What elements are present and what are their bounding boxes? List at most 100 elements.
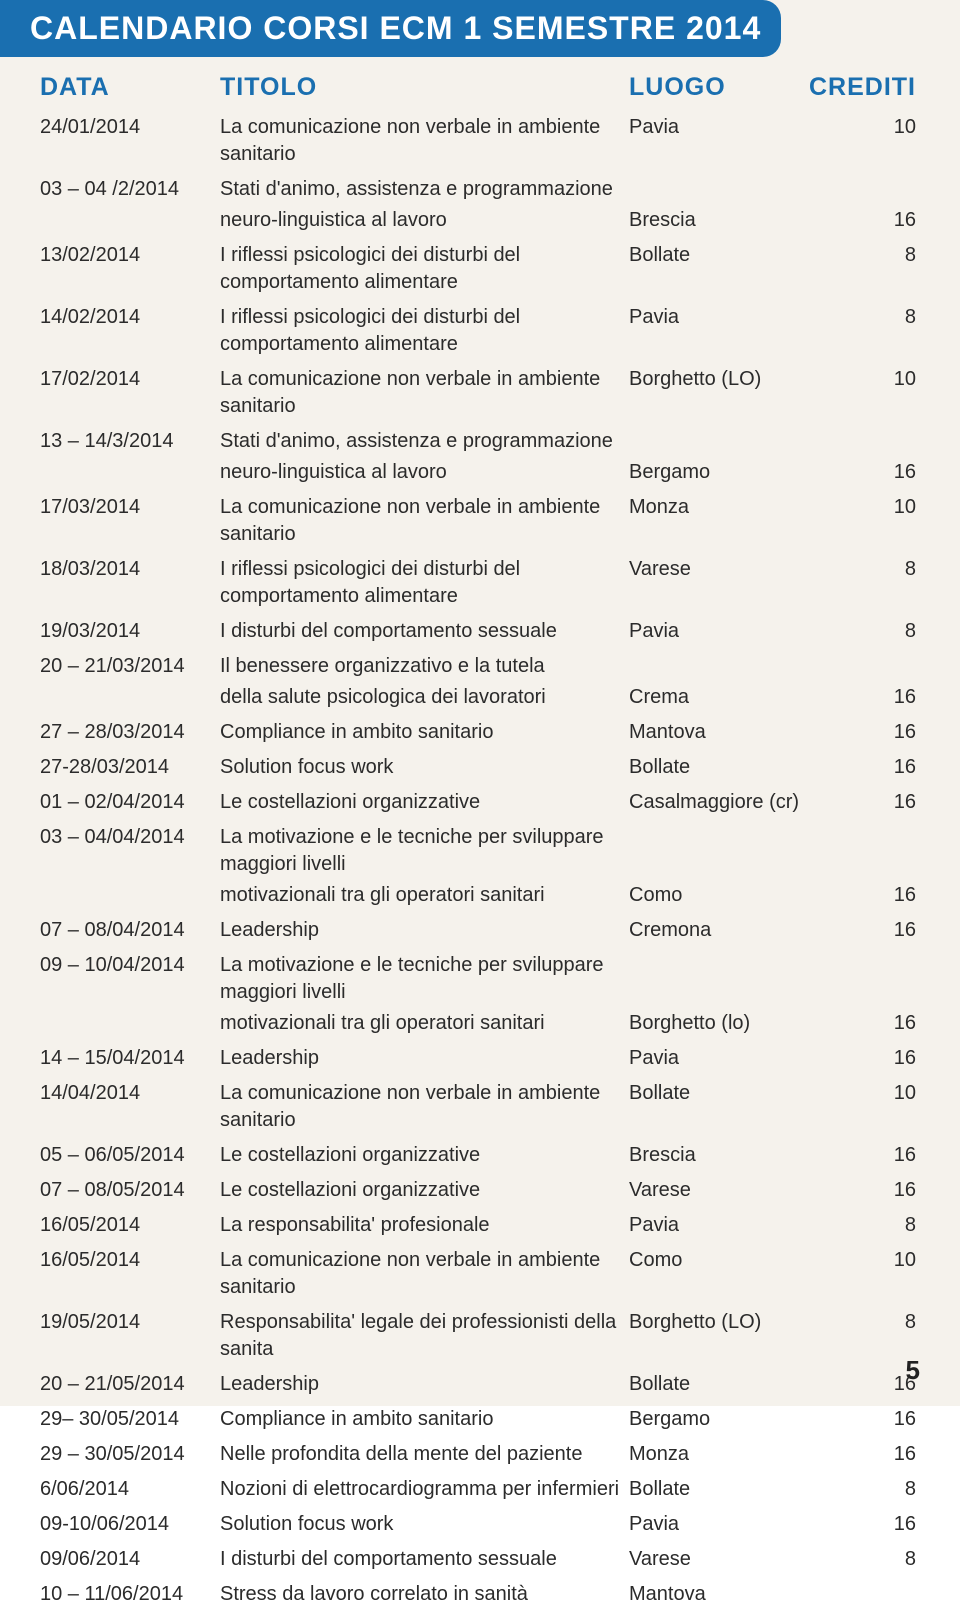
cell-data: 09-10/06/2014	[36, 1507, 216, 1542]
cell-titolo2: motivazionali tra gli operatori sanitari	[216, 882, 625, 913]
cell-data	[36, 459, 216, 490]
cell-data: 09 – 10/04/2014	[36, 948, 216, 1010]
cell-luogo: Pavia	[625, 1041, 805, 1076]
header-data: DATA	[36, 71, 216, 110]
cell-titolo: Nelle profondita della mente del pazient…	[216, 1437, 625, 1472]
table-row: 24/01/2014La comunicazione non verbale i…	[36, 110, 920, 172]
cell-titolo: Stati d'animo, assistenza e programmazio…	[216, 172, 625, 207]
cell-luogo: Crema	[625, 684, 805, 715]
cell-crediti: 8	[805, 238, 920, 300]
cell-titolo: I riflessi psicologici dei disturbi del …	[216, 300, 625, 362]
cell-titolo: Leadership	[216, 1367, 625, 1402]
cell-luogo	[625, 820, 805, 882]
table-row: 07 – 08/05/2014Le costellazioni organizz…	[36, 1173, 920, 1208]
table-row: 13/02/2014I riflessi psicologici dei dis…	[36, 238, 920, 300]
table-row: 09 – 10/04/2014La motivazione e le tecni…	[36, 948, 920, 1010]
cell-titolo2: neuro-linguistica al lavoro	[216, 459, 625, 490]
cell-luogo	[625, 948, 805, 1010]
cell-titolo: I riflessi psicologici dei disturbi del …	[216, 238, 625, 300]
table-row: 6/06/2014Nozioni di elettrocardiogramma …	[36, 1472, 920, 1507]
cell-crediti	[805, 948, 920, 1010]
cell-data: 14/02/2014	[36, 300, 216, 362]
cell-luogo: Borghetto (LO)	[625, 1305, 805, 1367]
cell-crediti: 8	[805, 552, 920, 614]
cell-crediti: 16	[805, 1173, 920, 1208]
cell-data: 24/01/2014	[36, 110, 216, 172]
cell-luogo: Bergamo	[625, 459, 805, 490]
page: CALENDARIO CORSI ECM 1 SEMESTRE 2014 DAT…	[0, 0, 960, 1406]
cell-luogo: Pavia	[625, 300, 805, 362]
cell-crediti	[805, 1577, 920, 1612]
table-row: 10 – 11/06/2014Stress da lavoro correlat…	[36, 1577, 920, 1612]
content-area: DATA TITOLO LUOGO CREDITI 24/01/2014La c…	[0, 71, 920, 1612]
cell-data: 14/04/2014	[36, 1076, 216, 1138]
cell-titolo: Compliance in ambito sanitario	[216, 715, 625, 750]
cell-crediti: 16	[805, 1507, 920, 1542]
table-row: 19/03/2014I disturbi del comportamento s…	[36, 614, 920, 649]
cell-titolo: Stress da lavoro correlato in sanità	[216, 1577, 625, 1612]
cell-crediti: 10	[805, 1243, 920, 1305]
cell-data: 14 – 15/04/2014	[36, 1041, 216, 1076]
page-title: CALENDARIO CORSI ECM 1 SEMESTRE 2014	[0, 0, 781, 57]
cell-luogo: Varese	[625, 552, 805, 614]
table-row: 13 – 14/3/2014Stati d'animo, assistenza …	[36, 424, 920, 459]
table-row: 14 – 15/04/2014LeadershipPavia16	[36, 1041, 920, 1076]
cell-data: 29 – 30/05/2014	[36, 1437, 216, 1472]
cell-data: 03 – 04/04/2014	[36, 820, 216, 882]
cell-crediti: 16	[805, 1010, 920, 1041]
table-row: 17/02/2014La comunicazione non verbale i…	[36, 362, 920, 424]
cell-luogo: Pavia	[625, 110, 805, 172]
cell-luogo: Borghetto (lo)	[625, 1010, 805, 1041]
cell-crediti	[805, 172, 920, 207]
table-row: 27 – 28/03/2014Compliance in ambito sani…	[36, 715, 920, 750]
cell-crediti: 8	[805, 1208, 920, 1243]
cell-titolo2: motivazionali tra gli operatori sanitari	[216, 1010, 625, 1041]
cell-crediti: 16	[805, 684, 920, 715]
cell-crediti: 16	[805, 882, 920, 913]
cell-data: 13/02/2014	[36, 238, 216, 300]
cell-titolo: Il benessere organizzativo e la tutela	[216, 649, 625, 684]
cell-data: 19/05/2014	[36, 1305, 216, 1367]
cell-data: 27 – 28/03/2014	[36, 715, 216, 750]
cell-luogo: Bollate	[625, 750, 805, 785]
cell-luogo	[625, 424, 805, 459]
cell-titolo: Solution focus work	[216, 750, 625, 785]
cell-titolo: La motivazione e le tecniche per svilupp…	[216, 948, 625, 1010]
table-row: 18/03/2014I riflessi psicologici dei dis…	[36, 552, 920, 614]
table-row: 07 – 08/04/2014LeadershipCremona16	[36, 913, 920, 948]
cell-data: 16/05/2014	[36, 1208, 216, 1243]
cell-titolo: La responsabilita' profesionale	[216, 1208, 625, 1243]
cell-crediti: 16	[805, 1402, 920, 1437]
cell-data	[36, 684, 216, 715]
table-row: 05 – 06/05/2014Le costellazioni organizz…	[36, 1138, 920, 1173]
cell-crediti	[805, 820, 920, 882]
cell-titolo2: neuro-linguistica al lavoro	[216, 207, 625, 238]
cell-data: 17/03/2014	[36, 490, 216, 552]
table-row: 16/05/2014La responsabilita' profesional…	[36, 1208, 920, 1243]
cell-crediti	[805, 649, 920, 684]
cell-luogo	[625, 172, 805, 207]
cell-titolo: Stati d'animo, assistenza e programmazio…	[216, 424, 625, 459]
cell-data	[36, 882, 216, 913]
header-crediti: CREDITI	[805, 71, 920, 110]
cell-titolo: Le costellazioni organizzative	[216, 785, 625, 820]
table-row: 14/04/2014La comunicazione non verbale i…	[36, 1076, 920, 1138]
cell-crediti: 16	[805, 459, 920, 490]
cell-luogo: Pavia	[625, 1507, 805, 1542]
table-row: 20 – 21/03/2014Il benessere organizzativ…	[36, 649, 920, 684]
cell-crediti: 10	[805, 110, 920, 172]
cell-data: 27-28/03/2014	[36, 750, 216, 785]
table-row: 17/03/2014La comunicazione non verbale i…	[36, 490, 920, 552]
table-row: 27-28/03/2014Solution focus workBollate1…	[36, 750, 920, 785]
table-row: 14/02/2014I riflessi psicologici dei dis…	[36, 300, 920, 362]
cell-luogo: Pavia	[625, 1208, 805, 1243]
courses-table: DATA TITOLO LUOGO CREDITI 24/01/2014La c…	[36, 71, 920, 1612]
cell-luogo: Pavia	[625, 614, 805, 649]
cell-titolo: La comunicazione non verbale in ambiente…	[216, 110, 625, 172]
cell-titolo: La motivazione e le tecniche per svilupp…	[216, 820, 625, 882]
cell-titolo: Compliance in ambito sanitario	[216, 1402, 625, 1437]
cell-luogo: Mantova	[625, 1577, 805, 1612]
cell-titolo: Leadership	[216, 1041, 625, 1076]
cell-luogo: Monza	[625, 490, 805, 552]
cell-luogo: Varese	[625, 1173, 805, 1208]
